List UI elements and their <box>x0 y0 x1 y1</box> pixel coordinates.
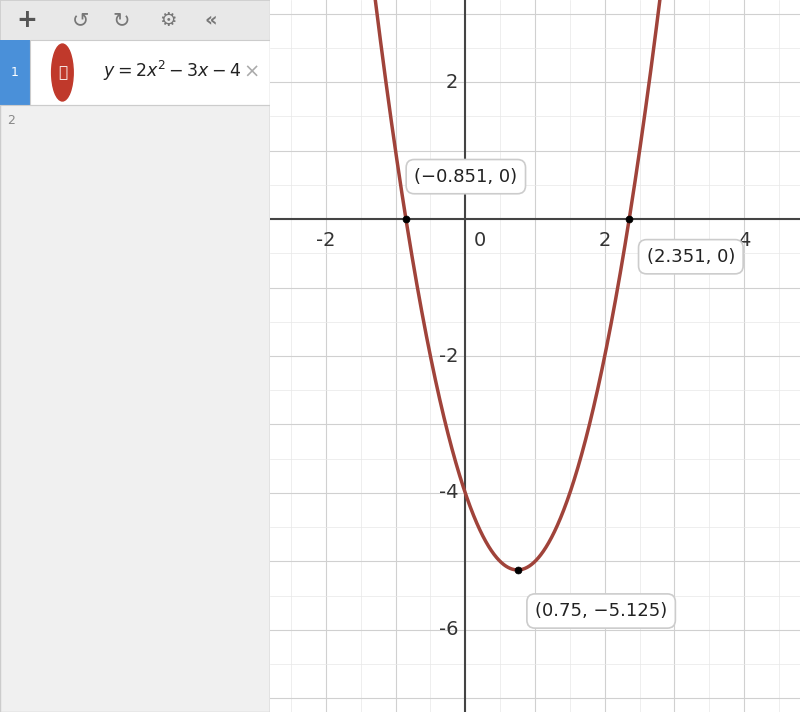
FancyBboxPatch shape <box>30 40 270 105</box>
Text: +: + <box>17 8 38 32</box>
Text: (−0.851, 0): (−0.851, 0) <box>414 167 518 186</box>
Text: ↻: ↻ <box>113 10 130 30</box>
Text: ↺: ↺ <box>72 10 90 30</box>
Text: -2: -2 <box>316 231 335 251</box>
Text: (2.351, 0): (2.351, 0) <box>646 248 735 266</box>
Text: 2: 2 <box>7 113 14 127</box>
Text: -4: -4 <box>438 483 458 503</box>
Text: ×: × <box>243 63 259 82</box>
Text: «: « <box>204 11 217 29</box>
Text: $y = 2x^2 - 3x - 4$: $y = 2x^2 - 3x - 4$ <box>103 59 242 83</box>
Text: 2: 2 <box>446 73 458 92</box>
Text: 2: 2 <box>598 231 611 251</box>
Text: ⚙: ⚙ <box>158 11 176 29</box>
Text: 1: 1 <box>11 66 19 79</box>
FancyBboxPatch shape <box>0 0 270 712</box>
Circle shape <box>51 44 74 101</box>
Text: (0.75, −5.125): (0.75, −5.125) <box>535 602 667 620</box>
Text: 4: 4 <box>738 231 750 251</box>
Text: -6: -6 <box>438 620 458 639</box>
FancyBboxPatch shape <box>0 0 270 40</box>
Text: 0: 0 <box>474 231 486 251</box>
FancyBboxPatch shape <box>0 40 30 105</box>
Text: 𝒩: 𝒩 <box>58 65 67 80</box>
Text: -2: -2 <box>438 347 458 365</box>
